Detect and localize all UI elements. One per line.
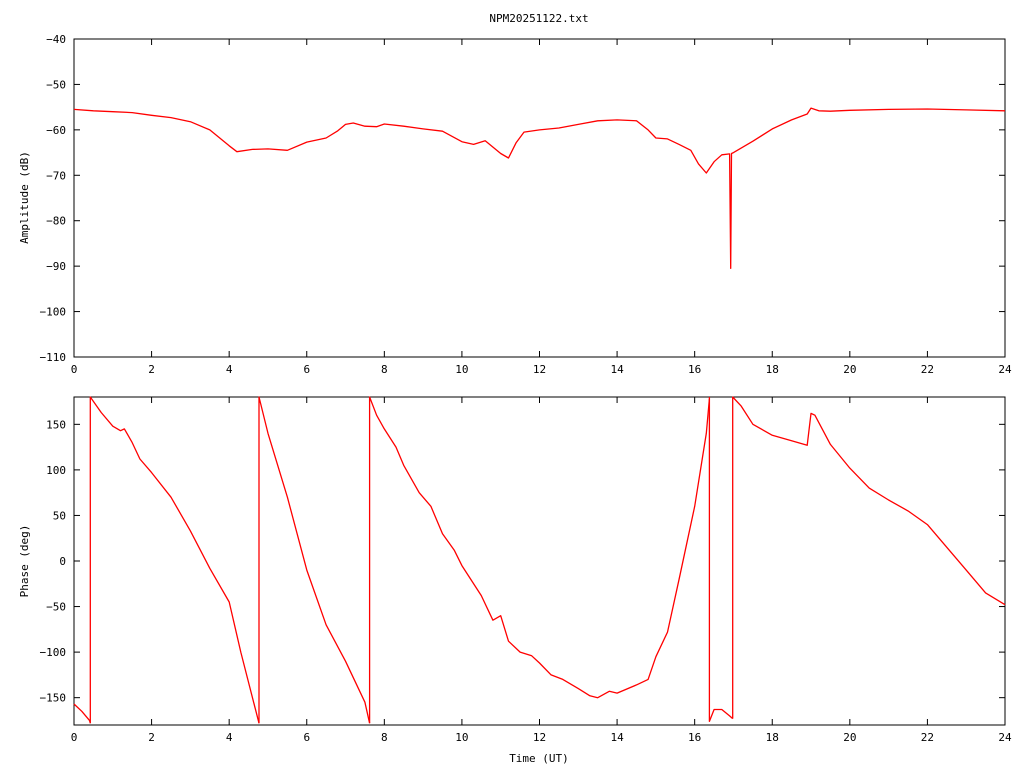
amplitude-panel: Amplitude (dB) 0 2 4 6 8 10 12 14 16 18 20 22 24−110… (18, 33, 1012, 376)
phase-y-axis-label: Phase (deg) (18, 525, 31, 598)
series-line (368, 396, 711, 724)
x-tick-label: 20 (843, 363, 856, 376)
y-tick-label: −100 (40, 646, 67, 659)
y-tick-label: 50 (53, 509, 66, 522)
x-tick-label: 14 (610, 363, 624, 376)
series-line (89, 396, 260, 724)
y-tick-label: −150 (40, 692, 67, 705)
y-tick-label: −40 (46, 33, 66, 46)
y-tick-label: −80 (46, 215, 66, 228)
x-tick-label: 12 (533, 731, 546, 744)
x-tick-label: 16 (688, 731, 701, 744)
y-tick-label: −90 (46, 260, 66, 273)
y-tick-label: −70 (46, 169, 66, 182)
x-tick-label: 24 (998, 731, 1012, 744)
x-tick-label: 0 (71, 731, 78, 744)
series-line (73, 107, 1006, 270)
plot-frame (73, 38, 1006, 358)
series-line (258, 396, 371, 724)
x-tick-label: 20 (843, 731, 856, 744)
chart-title: NPM20251122.txt (489, 12, 588, 25)
x-tick-label: 0 (71, 363, 78, 376)
x-tick-label: 4 (226, 363, 233, 376)
y-tick-label: −50 (46, 78, 66, 91)
x-tick-label: 14 (610, 731, 624, 744)
x-tick-label: 18 (766, 363, 779, 376)
x-tick-label: 2 (148, 731, 155, 744)
phase-panel: Phase (deg) Time (UT) 0 2 4 6 8 10 12 14 16 18 20 2… (18, 396, 1012, 765)
y-tick-label: −60 (46, 124, 66, 137)
y-tick-label: −50 (46, 601, 66, 614)
y-tick-label: −100 (40, 306, 67, 319)
x-tick-label: 10 (455, 731, 468, 744)
x-tick-label: 8 (381, 363, 388, 376)
plot-frame (73, 396, 1006, 726)
y-tick-label: 0 (59, 555, 66, 568)
x-tick-label: 6 (303, 731, 310, 744)
time-x-axis-label: Time (UT) (509, 752, 569, 765)
x-tick-label: 4 (226, 731, 233, 744)
x-tick-label: 10 (455, 363, 468, 376)
series-line (708, 397, 734, 723)
x-tick-label: 22 (921, 731, 934, 744)
series-line (732, 396, 1006, 719)
x-tick-label: 12 (533, 363, 546, 376)
x-tick-label: 6 (303, 363, 310, 376)
y-tick-label: −110 (40, 351, 67, 364)
x-tick-label: 8 (381, 731, 388, 744)
x-tick-label: 24 (998, 363, 1012, 376)
y-tick-label: 150 (46, 418, 66, 431)
x-tick-label: 16 (688, 363, 701, 376)
x-tick-label: 22 (921, 363, 934, 376)
series-line (73, 703, 91, 724)
y-tick-label: 100 (46, 464, 66, 477)
x-tick-label: 18 (766, 731, 779, 744)
x-tick-label: 2 (148, 363, 155, 376)
amplitude-y-axis-label: Amplitude (dB) (18, 151, 31, 244)
